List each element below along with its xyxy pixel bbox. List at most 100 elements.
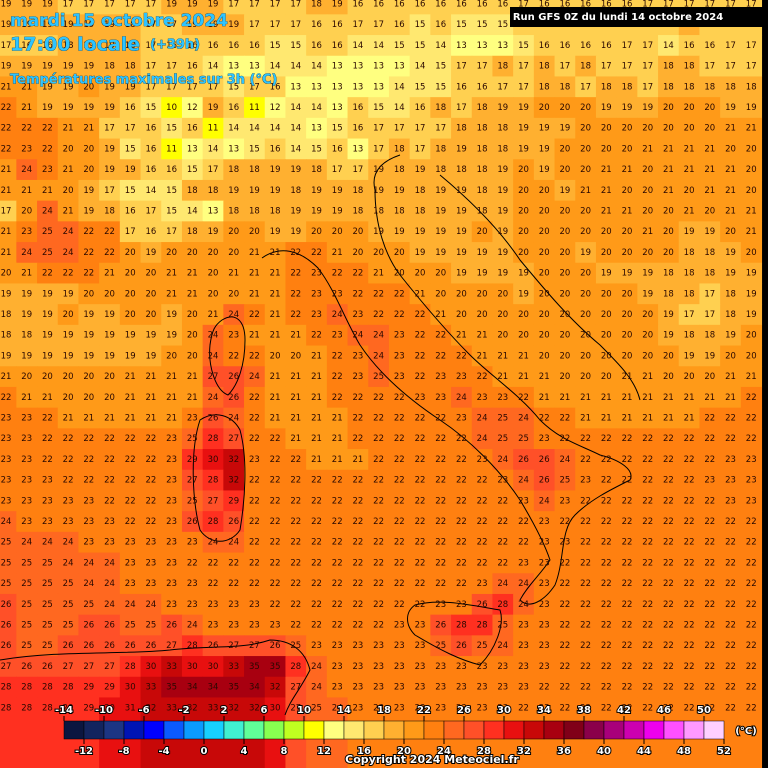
colorbar-swatch [703, 720, 725, 740]
temperature-value: 13 [208, 207, 219, 217]
temperature-value: 18 [125, 62, 136, 72]
temperature-value: 16 [352, 0, 363, 10]
temperature-cell [119, 324, 142, 347]
temperature-value: 20 [63, 186, 74, 196]
temperature-value: 22 [373, 579, 384, 589]
temperature-cell [0, 511, 17, 533]
temperature-cell [554, 614, 576, 636]
temperature-cell [347, 159, 369, 181]
temperature-cell [554, 76, 576, 98]
temperature-cell [0, 283, 17, 305]
temperature-value: 23 [332, 662, 343, 672]
temperature-cell [513, 428, 535, 450]
temperature-value: 21 [352, 455, 363, 465]
temperature-value: 20 [332, 227, 343, 237]
temperature-value: 20 [559, 351, 570, 361]
temperature-value: 22 [704, 662, 715, 672]
temperature-value: 28 [208, 517, 219, 527]
temperature-value: 22 [684, 600, 695, 610]
temperature-cell [616, 490, 638, 512]
temperature-value: 22 [208, 558, 219, 568]
temperature-cell [223, 35, 245, 57]
temperature-cell [57, 55, 79, 77]
temperature-value: 15 [415, 82, 426, 92]
temperature-value: 21 [290, 393, 301, 403]
temperature-cell [99, 469, 121, 491]
temperature-value: 15 [125, 186, 136, 196]
temperature-cell [16, 179, 38, 202]
temperature-cell [99, 138, 121, 160]
temperature-cell [554, 159, 576, 181]
temperature-value: 22 [311, 600, 322, 610]
temperature-cell [513, 366, 535, 388]
temperature-value: 21 [601, 207, 612, 217]
temperature-cell [678, 200, 700, 222]
temperature-cell [595, 283, 618, 305]
temperature-value: 15 [456, 20, 467, 30]
temperature-cell [264, 117, 286, 140]
temperature-value: 17 [125, 124, 136, 134]
temperature-cell [99, 573, 121, 595]
temperature-value: 24 [104, 579, 115, 589]
temperature-cell [16, 138, 38, 160]
temperature-value: 21 [290, 434, 301, 444]
temperature-value: 22 [290, 310, 301, 320]
temperature-cell [306, 386, 328, 409]
temperature-cell [720, 469, 742, 491]
temperature-cell [616, 159, 638, 181]
temperature-value: 20 [642, 331, 653, 341]
temperature-cell [326, 221, 349, 243]
temperature-cell [699, 511, 721, 533]
temperature-value: 19 [42, 0, 53, 10]
colorbar-swatch [263, 720, 285, 740]
temperature-value: 26 [208, 414, 219, 424]
temperature-cell [699, 35, 721, 57]
colorbar-label: 30 [497, 705, 511, 716]
temperature-value: 22 [104, 476, 115, 486]
temperature-cell [616, 552, 638, 574]
temperature-value: 22 [270, 434, 281, 444]
temperature-value: 25 [42, 248, 53, 258]
temperature-value: 22 [270, 600, 281, 610]
temperature-cell [388, 552, 411, 574]
temperature-cell [595, 159, 618, 181]
temperature-value: 22 [290, 455, 301, 465]
temperature-value: 23 [208, 600, 219, 610]
temperature-cell [451, 614, 473, 636]
temperature-value: 19 [228, 186, 239, 196]
temperature-value: 19 [208, 227, 219, 237]
temperature-value: 20 [187, 248, 198, 258]
colorbar-swatch [503, 720, 525, 740]
temperature-value: 19 [104, 165, 115, 175]
temperature-cell [595, 531, 618, 554]
temperature-cell [347, 366, 369, 388]
temperature-value: 22 [663, 476, 674, 486]
temperature-value: 16 [228, 103, 239, 113]
colorbar-label: -12 [75, 746, 93, 757]
temperature-cell [347, 573, 369, 595]
temperature-cell [720, 304, 742, 326]
temperature-value: 23 [63, 496, 74, 506]
colorbar-label: 14 [337, 705, 351, 716]
temperature-cell [306, 283, 328, 305]
temperature-cell [161, 449, 183, 471]
temperature-cell [119, 262, 142, 284]
temperature-cell [513, 304, 535, 326]
temperature-value: 20 [642, 186, 653, 196]
temperature-cell [0, 407, 17, 429]
temperature-cell [533, 76, 556, 98]
temperature-cell [575, 242, 597, 264]
temperature-cell [264, 97, 286, 119]
temperature-cell [451, 179, 473, 202]
temperature-value: 16 [145, 144, 156, 154]
temperature-cell [513, 490, 535, 512]
temperature-value: 19 [725, 269, 736, 279]
temperature-value: 22 [642, 600, 653, 610]
temperature-cell [78, 117, 100, 140]
temperature-value: 26 [42, 662, 53, 672]
temperature-value: 19 [456, 269, 467, 279]
temperature-cell [409, 76, 431, 98]
temperature-cell [119, 428, 142, 450]
temperature-value: 24 [42, 207, 53, 217]
temperature-value: 13 [352, 82, 363, 92]
